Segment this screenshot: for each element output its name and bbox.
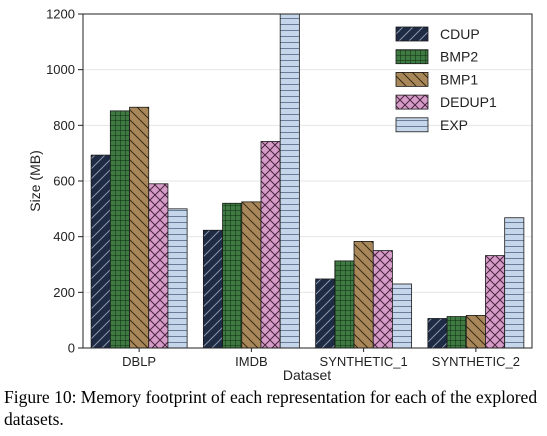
bar-hatch	[167, 208, 188, 349]
bar-hatch	[129, 106, 150, 349]
x-tick-label: DBLP	[122, 354, 156, 369]
y-tick-label: 1000	[46, 62, 75, 77]
legend-swatch-hatch	[395, 26, 429, 42]
bar-hatch	[334, 260, 355, 349]
x-tick-label: IMDB	[235, 354, 268, 369]
bar-hatch	[504, 217, 525, 349]
y-tick-label: 400	[53, 229, 75, 244]
series-dedup1	[148, 141, 506, 349]
bar-hatch	[446, 316, 467, 349]
legend-label: BMP2	[440, 49, 478, 65]
x-tick-label: SYNTHETIC_1	[320, 354, 408, 369]
legend-swatch-hatch	[395, 94, 429, 110]
bar-hatch	[148, 183, 169, 349]
legend-swatch-hatch	[395, 49, 429, 65]
bar-hatch	[90, 154, 111, 349]
bars	[90, 13, 525, 349]
legend-label: BMP1	[440, 71, 478, 87]
series-bmp1	[129, 106, 486, 349]
legend-label: CDUP	[440, 26, 480, 42]
legend-item: BMP1	[395, 71, 478, 87]
series-cdup	[90, 154, 448, 349]
bar-hatch	[372, 250, 393, 349]
legend-item: EXP	[395, 117, 468, 133]
legend: CDUP BMP2 BMP1 DEDUP1 EXP	[395, 26, 497, 133]
y-tick-label: 800	[53, 118, 75, 133]
axes: 0 200 400 600 800 1000 1200 DBLP IMDB SYNTHETIC_1…	[46, 7, 533, 369]
legend-swatch-hatch	[395, 72, 429, 87]
figure-caption: Figure 10: Memory footprint of each repr…	[4, 387, 538, 429]
bar-hatch	[222, 202, 243, 349]
bar-hatch	[465, 315, 486, 349]
y-tick-label: 1200	[46, 7, 75, 22]
y-axis-title: Size (MB)	[27, 150, 43, 211]
bar-hatch	[241, 201, 262, 349]
bar-hatch	[279, 13, 300, 349]
legend-item: DEDUP1	[395, 94, 497, 110]
series-exp	[167, 13, 525, 349]
y-tick-label: 0	[68, 341, 75, 356]
bar-hatch	[202, 229, 223, 349]
legend-label: EXP	[440, 117, 468, 133]
plot-frame	[82, 13, 533, 349]
series-bmp2	[109, 110, 467, 349]
bar-hatch	[109, 110, 130, 349]
y-tick-label: 600	[53, 174, 75, 189]
bar-chart: 0 200 400 600 800 1000 1200 DBLP IMDB SYNTHETIC_1…	[27, 7, 533, 383]
legend-label: DEDUP1	[440, 94, 497, 110]
bar-hatch	[260, 141, 281, 349]
bar-hatch	[392, 283, 413, 349]
legend-item: BMP2	[395, 49, 478, 65]
bar-hatch	[427, 318, 448, 349]
bar-hatch	[315, 278, 336, 349]
x-axis-title: Dataset	[283, 367, 331, 383]
legend-item: CDUP	[395, 26, 480, 42]
x-tick-label: SYNTHETIC_2	[432, 354, 520, 369]
bar-hatch	[353, 240, 374, 349]
y-tick-label: 200	[53, 285, 75, 300]
legend-swatch-hatch	[395, 117, 429, 133]
bar-hatch	[485, 255, 506, 349]
